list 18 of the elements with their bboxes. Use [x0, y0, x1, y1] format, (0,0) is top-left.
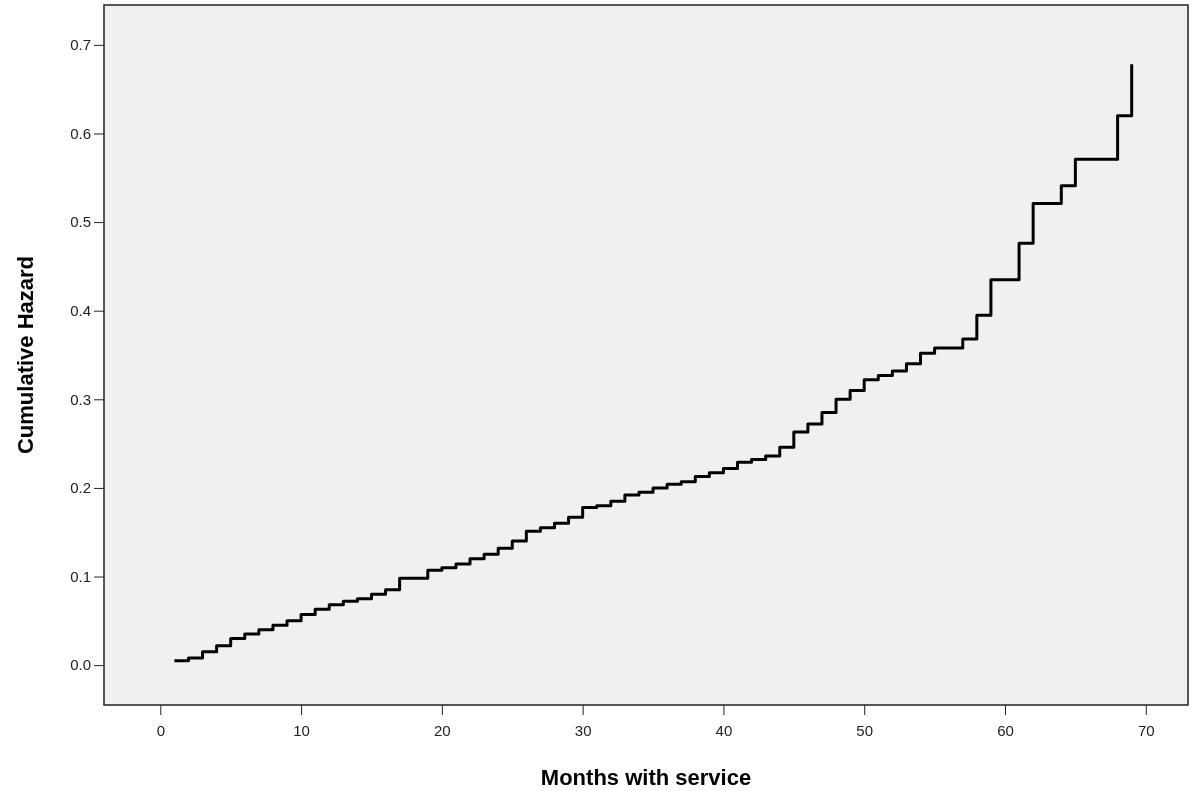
y-tick-label: 0.2	[70, 479, 91, 497]
x-axis-title: Months with service	[540, 765, 752, 790]
y-tick-label: 0.1	[70, 567, 91, 585]
y-tick-label: 0.7	[70, 36, 91, 54]
y-tick-label: 0.0	[70, 656, 91, 674]
x-tick-label: 70	[1137, 722, 1155, 739]
x-tick-label: 20	[434, 722, 451, 739]
y-tick-label: 0.6	[70, 124, 91, 142]
y-tick-label: 0.5	[70, 213, 91, 231]
y-axis-title: Cumulative Hazard	[13, 255, 38, 455]
y-tick-label: 0.3	[70, 390, 91, 408]
x-tick-label: 50	[856, 722, 874, 739]
x-tick-label: 60	[997, 722, 1014, 739]
x-tick-label: 40	[715, 722, 733, 739]
x-tick-label: 30	[574, 722, 592, 739]
x-tick-label: 0	[156, 722, 165, 739]
y-tick-label: 0.4	[70, 302, 91, 319]
x-tick-label: 10	[293, 722, 310, 739]
